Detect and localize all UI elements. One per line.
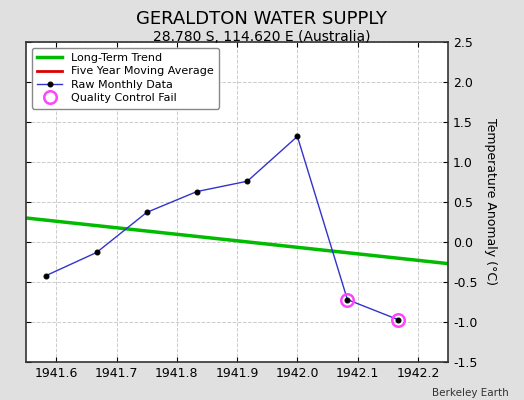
- Text: Berkeley Earth: Berkeley Earth: [432, 388, 508, 398]
- Raw Monthly Data: [94, 250, 100, 255]
- Raw Monthly Data: [144, 210, 150, 215]
- Raw Monthly Data: [193, 189, 200, 194]
- Raw Monthly Data: [43, 273, 49, 278]
- Legend: Long-Term Trend, Five Year Moving Average, Raw Monthly Data, Quality Control Fai: Long-Term Trend, Five Year Moving Averag…: [32, 48, 219, 109]
- Raw Monthly Data: [244, 179, 250, 184]
- Raw Monthly Data: [294, 134, 300, 139]
- Y-axis label: Temperature Anomaly (°C): Temperature Anomaly (°C): [484, 118, 497, 286]
- Raw Monthly Data: [344, 297, 351, 302]
- Line: Raw Monthly Data: Raw Monthly Data: [43, 134, 400, 322]
- Quality Control Fail: [344, 297, 351, 302]
- Line: Quality Control Fail: Quality Control Fail: [341, 293, 404, 326]
- Text: GERALDTON WATER SUPPLY: GERALDTON WATER SUPPLY: [136, 10, 388, 28]
- Text: 28.780 S, 114.620 E (Australia): 28.780 S, 114.620 E (Australia): [153, 30, 371, 44]
- Quality Control Fail: [395, 317, 401, 322]
- Raw Monthly Data: [395, 317, 401, 322]
